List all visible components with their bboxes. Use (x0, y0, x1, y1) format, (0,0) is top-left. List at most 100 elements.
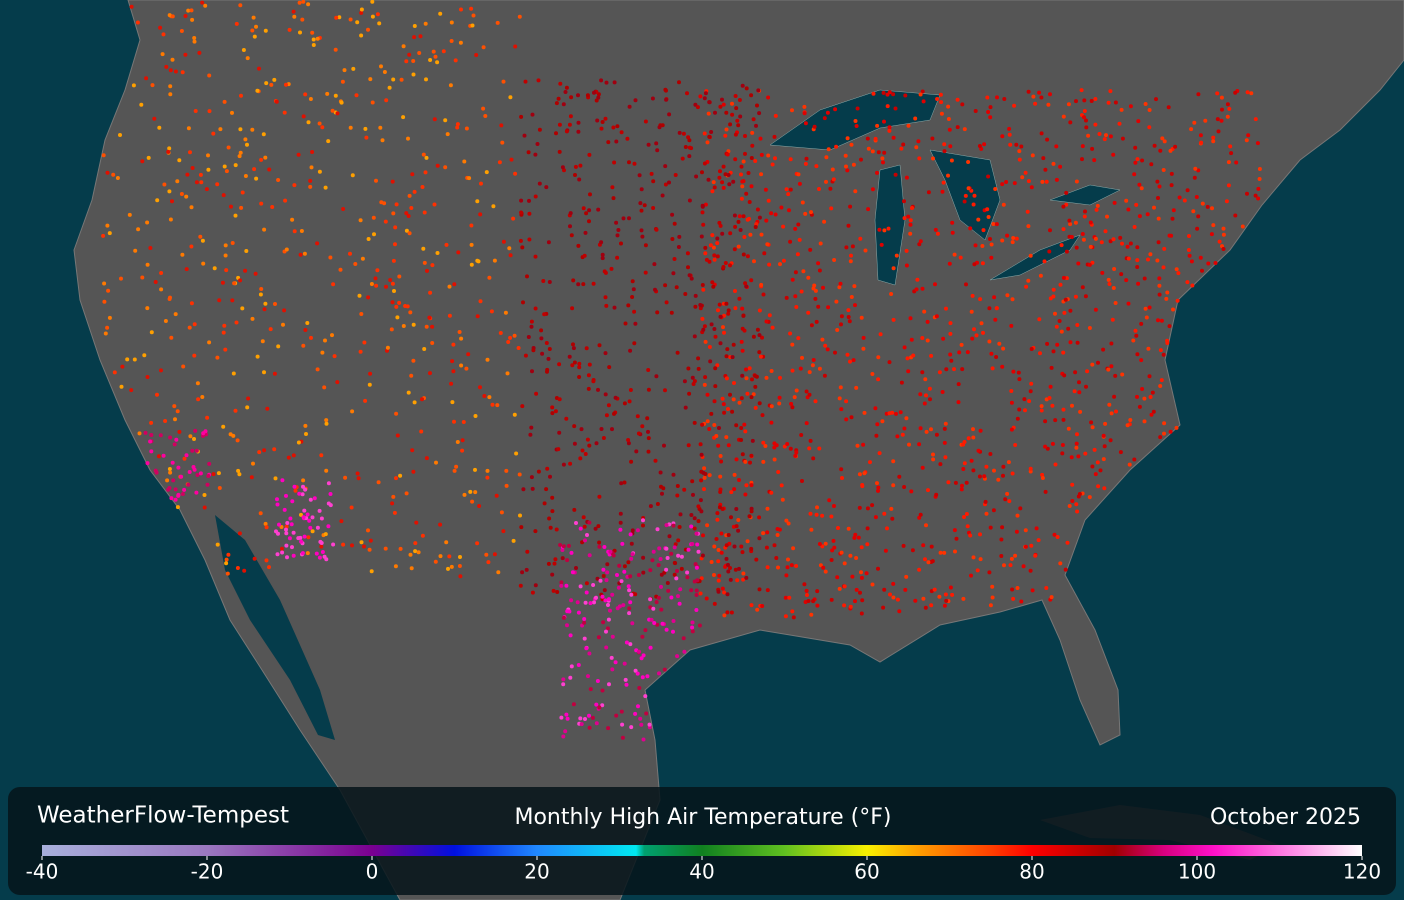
station-dot (714, 537, 719, 541)
station-dot (167, 189, 172, 194)
station-dot (817, 268, 822, 273)
station-dot (291, 453, 296, 458)
station-dot (571, 342, 575, 347)
station-dot (672, 572, 677, 577)
station-dot (1005, 491, 1010, 496)
station-dot (1023, 544, 1028, 549)
station-dot (1157, 184, 1162, 189)
station-dot (324, 418, 329, 423)
station-dot (1014, 236, 1019, 241)
station-dot (734, 507, 739, 511)
station-dot (1051, 287, 1056, 292)
station-dot (1058, 282, 1063, 287)
station-dot (635, 528, 640, 533)
station-dot (720, 231, 725, 236)
station-dot (167, 13, 172, 18)
station-dot (372, 232, 376, 237)
station-dot (629, 459, 634, 464)
station-dot (995, 95, 999, 100)
station-dot (258, 511, 263, 516)
station-dot (1225, 114, 1230, 119)
station-dot (1135, 245, 1140, 250)
station-dot (1158, 148, 1163, 153)
station-dot (641, 523, 645, 528)
station-dot (1150, 390, 1155, 395)
station-dot (1083, 209, 1087, 214)
station-dot (730, 101, 734, 106)
station-dot (717, 426, 721, 430)
station-dot (859, 575, 864, 580)
station-dot (743, 429, 748, 434)
station-dot (749, 93, 754, 98)
station-dot (938, 462, 943, 467)
station-dot (1217, 239, 1222, 244)
station-dot (795, 252, 800, 257)
station-dot (857, 505, 862, 510)
station-dot (1137, 404, 1142, 409)
station-dot (1198, 255, 1203, 260)
station-dot (561, 677, 566, 682)
station-dot (1060, 451, 1065, 456)
station-dot (1008, 563, 1013, 568)
station-dot (282, 308, 287, 313)
station-dot (468, 489, 473, 494)
station-dot (606, 403, 611, 408)
station-dot (202, 493, 207, 497)
station-dot (765, 530, 770, 535)
station-dot (311, 43, 316, 47)
station-dot (1093, 472, 1098, 477)
station-dot (921, 543, 926, 548)
station-dot (904, 175, 909, 180)
station-dot (725, 592, 730, 597)
station-dot (789, 563, 794, 568)
station-dot (770, 325, 775, 330)
station-dot (501, 79, 506, 84)
station-dot (1013, 553, 1018, 558)
station-dot (149, 330, 154, 335)
station-dot (749, 184, 754, 189)
station-dot (364, 135, 369, 140)
station-dot (809, 323, 814, 328)
station-dot (644, 711, 649, 716)
station-dot (861, 346, 866, 351)
station-dot (393, 564, 398, 569)
station-dot (628, 642, 633, 647)
station-dot (806, 275, 811, 280)
station-dot (664, 300, 669, 305)
station-dot (410, 448, 415, 453)
station-dot (1097, 132, 1102, 136)
station-dot (207, 73, 212, 78)
station-dot (495, 403, 500, 408)
station-dot (1152, 143, 1157, 148)
station-dot (421, 246, 426, 251)
station-dot (831, 538, 836, 543)
station-dot (452, 419, 456, 424)
station-dot (162, 182, 167, 187)
station-dot (201, 261, 206, 266)
station-dot (1139, 358, 1144, 363)
station-dot (450, 400, 455, 405)
station-dot (519, 525, 524, 530)
station-dot (653, 458, 658, 463)
station-dot (1131, 338, 1136, 343)
station-dot (679, 566, 684, 571)
station-dot (308, 97, 313, 101)
station-dot (334, 15, 339, 20)
tick-label: 40 (689, 860, 714, 884)
station-dot (710, 189, 715, 194)
station-dot (319, 516, 324, 521)
station-dot (844, 417, 849, 422)
station-dot (284, 247, 289, 252)
station-dot (299, 539, 304, 544)
station-dot (1053, 311, 1057, 316)
station-dot (452, 282, 457, 287)
station-dot (462, 159, 467, 164)
station-dot (669, 595, 674, 600)
station-dot (655, 622, 660, 627)
station-dot (796, 172, 801, 177)
station-dot (690, 542, 695, 546)
station-dot (222, 99, 227, 104)
station-dot (749, 156, 754, 160)
station-dot (686, 135, 691, 140)
